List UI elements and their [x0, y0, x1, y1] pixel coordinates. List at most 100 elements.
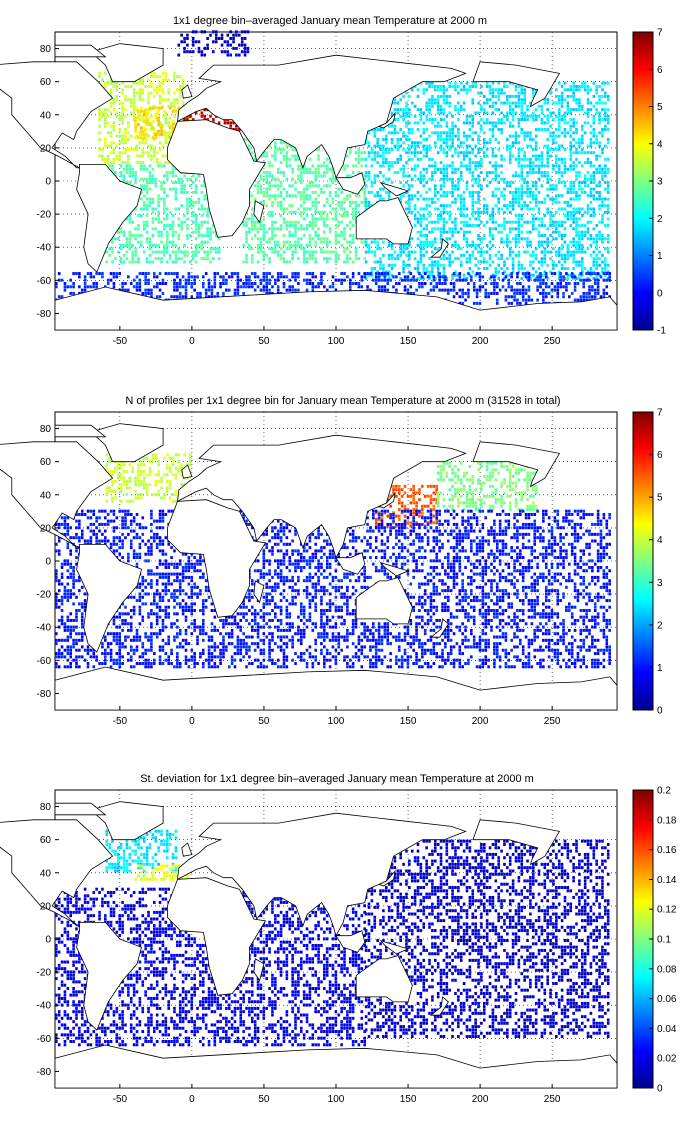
data-cell [129, 147, 133, 151]
data-cell [445, 124, 449, 128]
data-cell [578, 144, 581, 148]
data-cell [465, 91, 469, 95]
data-cell [151, 106, 155, 110]
data-cell [167, 88, 170, 92]
data-cell [305, 187, 309, 191]
data-cell [282, 250, 286, 254]
data-cell [480, 260, 483, 264]
data-cell [165, 177, 169, 181]
data-cell [540, 273, 544, 277]
data-cell [566, 204, 570, 208]
data-cell [534, 204, 538, 208]
data-cell [384, 147, 388, 151]
data-cell [425, 81, 428, 85]
data-cell [367, 174, 371, 178]
data-cell [119, 257, 123, 261]
data-cell [325, 237, 329, 241]
data-cell [271, 275, 274, 279]
data-cell [148, 164, 152, 168]
data-cell [387, 257, 391, 261]
data-cell [445, 134, 449, 138]
data-cell [55, 281, 58, 285]
data-cell [514, 88, 518, 92]
data-cell [592, 257, 596, 261]
data-cell [606, 204, 610, 208]
data-cell [367, 190, 371, 194]
data-cell [592, 197, 596, 201]
data-cell [454, 134, 457, 138]
data-cell [578, 260, 581, 264]
data-cell [157, 257, 160, 261]
data-cell [462, 141, 466, 145]
data-cell [488, 230, 492, 234]
data-cell [268, 288, 271, 292]
data-cell [183, 184, 186, 188]
data-cell [103, 124, 107, 128]
data-cell [250, 237, 254, 241]
data-cell [465, 184, 469, 188]
data-cell [200, 190, 204, 194]
data-cell [173, 98, 176, 102]
data-cell [279, 247, 283, 251]
data-cell [438, 272, 441, 276]
data-cell [425, 181, 428, 184]
data-cell [160, 126, 163, 130]
data-cell [343, 200, 346, 204]
data-cell [207, 295, 211, 299]
data-cell [206, 220, 209, 224]
data-cell [265, 240, 268, 244]
data-cell [508, 108, 512, 112]
data-cell [106, 144, 110, 148]
data-cell [302, 194, 306, 198]
data-cell [555, 94, 558, 98]
data-cell [531, 111, 535, 115]
data-cell [395, 288, 398, 292]
data-cell [464, 298, 467, 302]
data-cell [125, 243, 129, 247]
data-cell [351, 214, 355, 218]
data-cell [497, 128, 500, 132]
data-cell [604, 164, 607, 168]
data-cell [413, 121, 417, 125]
data-cell [523, 177, 526, 181]
data-cell [604, 111, 607, 115]
data-cell [457, 128, 460, 132]
data-cell [214, 250, 218, 254]
data-cell [531, 94, 535, 98]
data-cell [534, 157, 538, 161]
data-cell [256, 227, 260, 231]
data-cell [246, 46, 250, 50]
data-cell [442, 270, 446, 274]
data-cell [138, 78, 142, 82]
data-cell [367, 177, 371, 181]
data-cell [152, 272, 156, 276]
data-cell [405, 114, 408, 118]
data-cell [147, 281, 150, 285]
data-cell [508, 210, 512, 214]
data-cell [285, 161, 289, 165]
data-cell [194, 247, 198, 251]
data-cell [145, 123, 149, 127]
data-cell [98, 131, 101, 135]
data-cell [302, 260, 306, 264]
data-cell [529, 243, 532, 247]
data-cell [529, 263, 532, 267]
data-cell [163, 224, 166, 228]
data-cell [540, 260, 544, 264]
data-cell [425, 224, 428, 228]
data-cell [517, 104, 521, 108]
data-cell [203, 197, 207, 201]
data-cell [171, 171, 175, 175]
data-cell [248, 281, 251, 285]
data-cell [145, 240, 149, 244]
data-cell [204, 291, 208, 295]
data-cell [405, 181, 408, 184]
data-cell [448, 190, 451, 194]
data-cell [111, 250, 114, 254]
data-cell [158, 272, 162, 276]
data-cell [514, 233, 518, 237]
data-cell [384, 161, 388, 165]
data-cell [220, 33, 224, 37]
data-cell [334, 230, 338, 234]
data-cell [285, 247, 289, 251]
